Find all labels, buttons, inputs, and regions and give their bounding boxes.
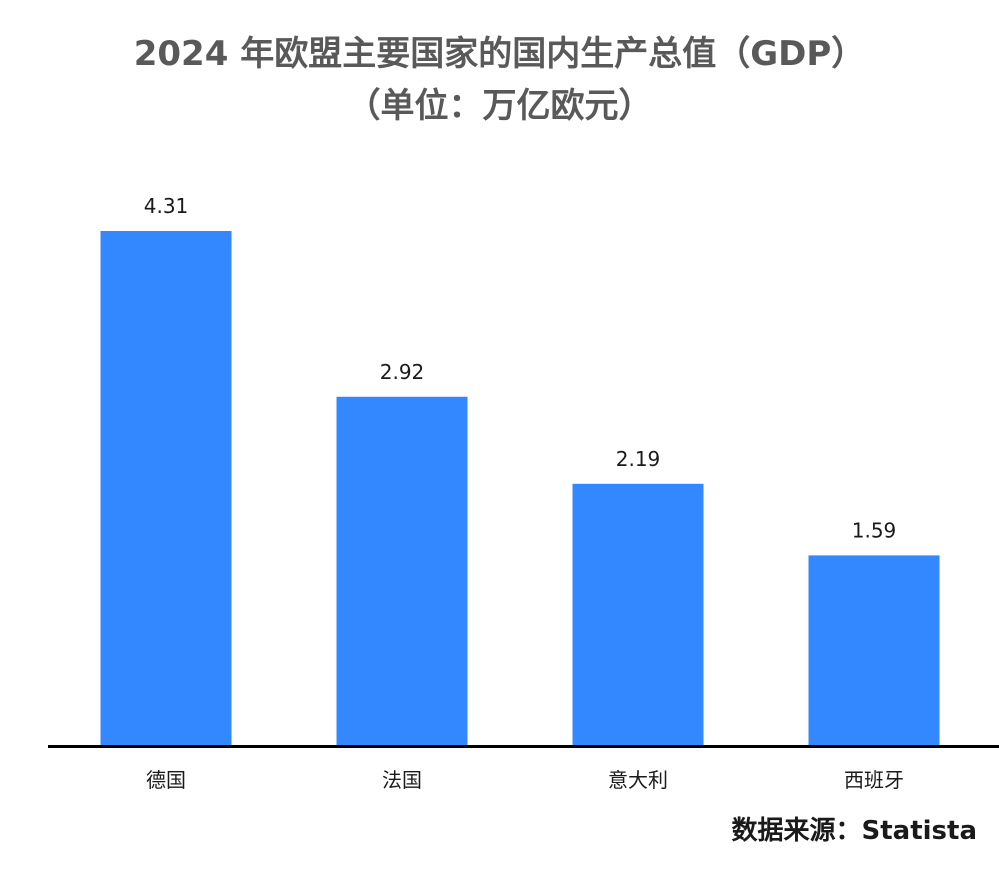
- bar-3: [572, 483, 704, 745]
- bar-1: [100, 231, 232, 745]
- value-label-1: 4.31: [144, 194, 189, 218]
- chart-title: 2024 年欧盟主要国家的国内生产总值（GDP） （单位：万亿欧元）: [0, 28, 999, 132]
- category-label-4: 西班牙: [844, 768, 904, 792]
- category-label-1: 德国: [146, 768, 186, 792]
- category-label-3: 意大利: [608, 768, 668, 792]
- source-note: 数据来源：Statista: [731, 816, 978, 846]
- chart-title-line-1: 2024 年欧盟主要国家的国内生产总值（GDP）: [133, 34, 866, 74]
- value-label-3: 2.19: [616, 447, 661, 471]
- value-label-4: 1.59: [852, 518, 897, 542]
- chart-title-line-2: （单位：万亿欧元）: [346, 86, 653, 126]
- value-label-2: 2.92: [380, 360, 425, 384]
- bar-2: [336, 396, 468, 745]
- bar-4: [808, 555, 940, 745]
- category-label-2: 法国: [382, 768, 422, 792]
